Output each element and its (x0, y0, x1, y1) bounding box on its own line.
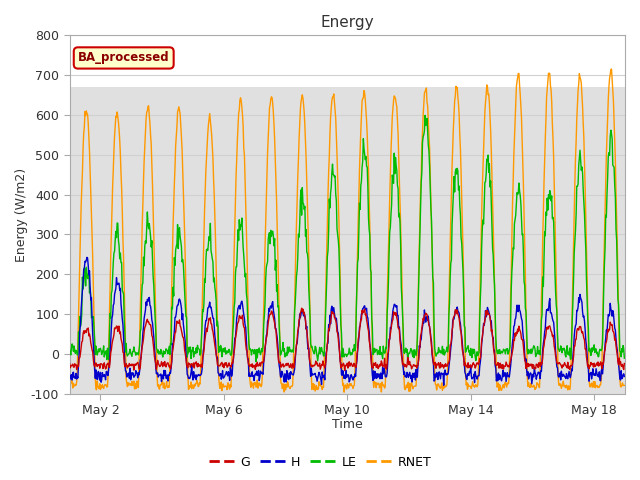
X-axis label: Time: Time (332, 419, 363, 432)
Bar (70, 87, 625, 394)
Text: BA_processed: BA_processed (78, 51, 170, 64)
Legend: G, H, LE, RNET: G, H, LE, RNET (204, 451, 436, 474)
Y-axis label: Energy (W/m2): Energy (W/m2) (15, 168, 28, 262)
Title: Energy: Energy (321, 15, 374, 30)
